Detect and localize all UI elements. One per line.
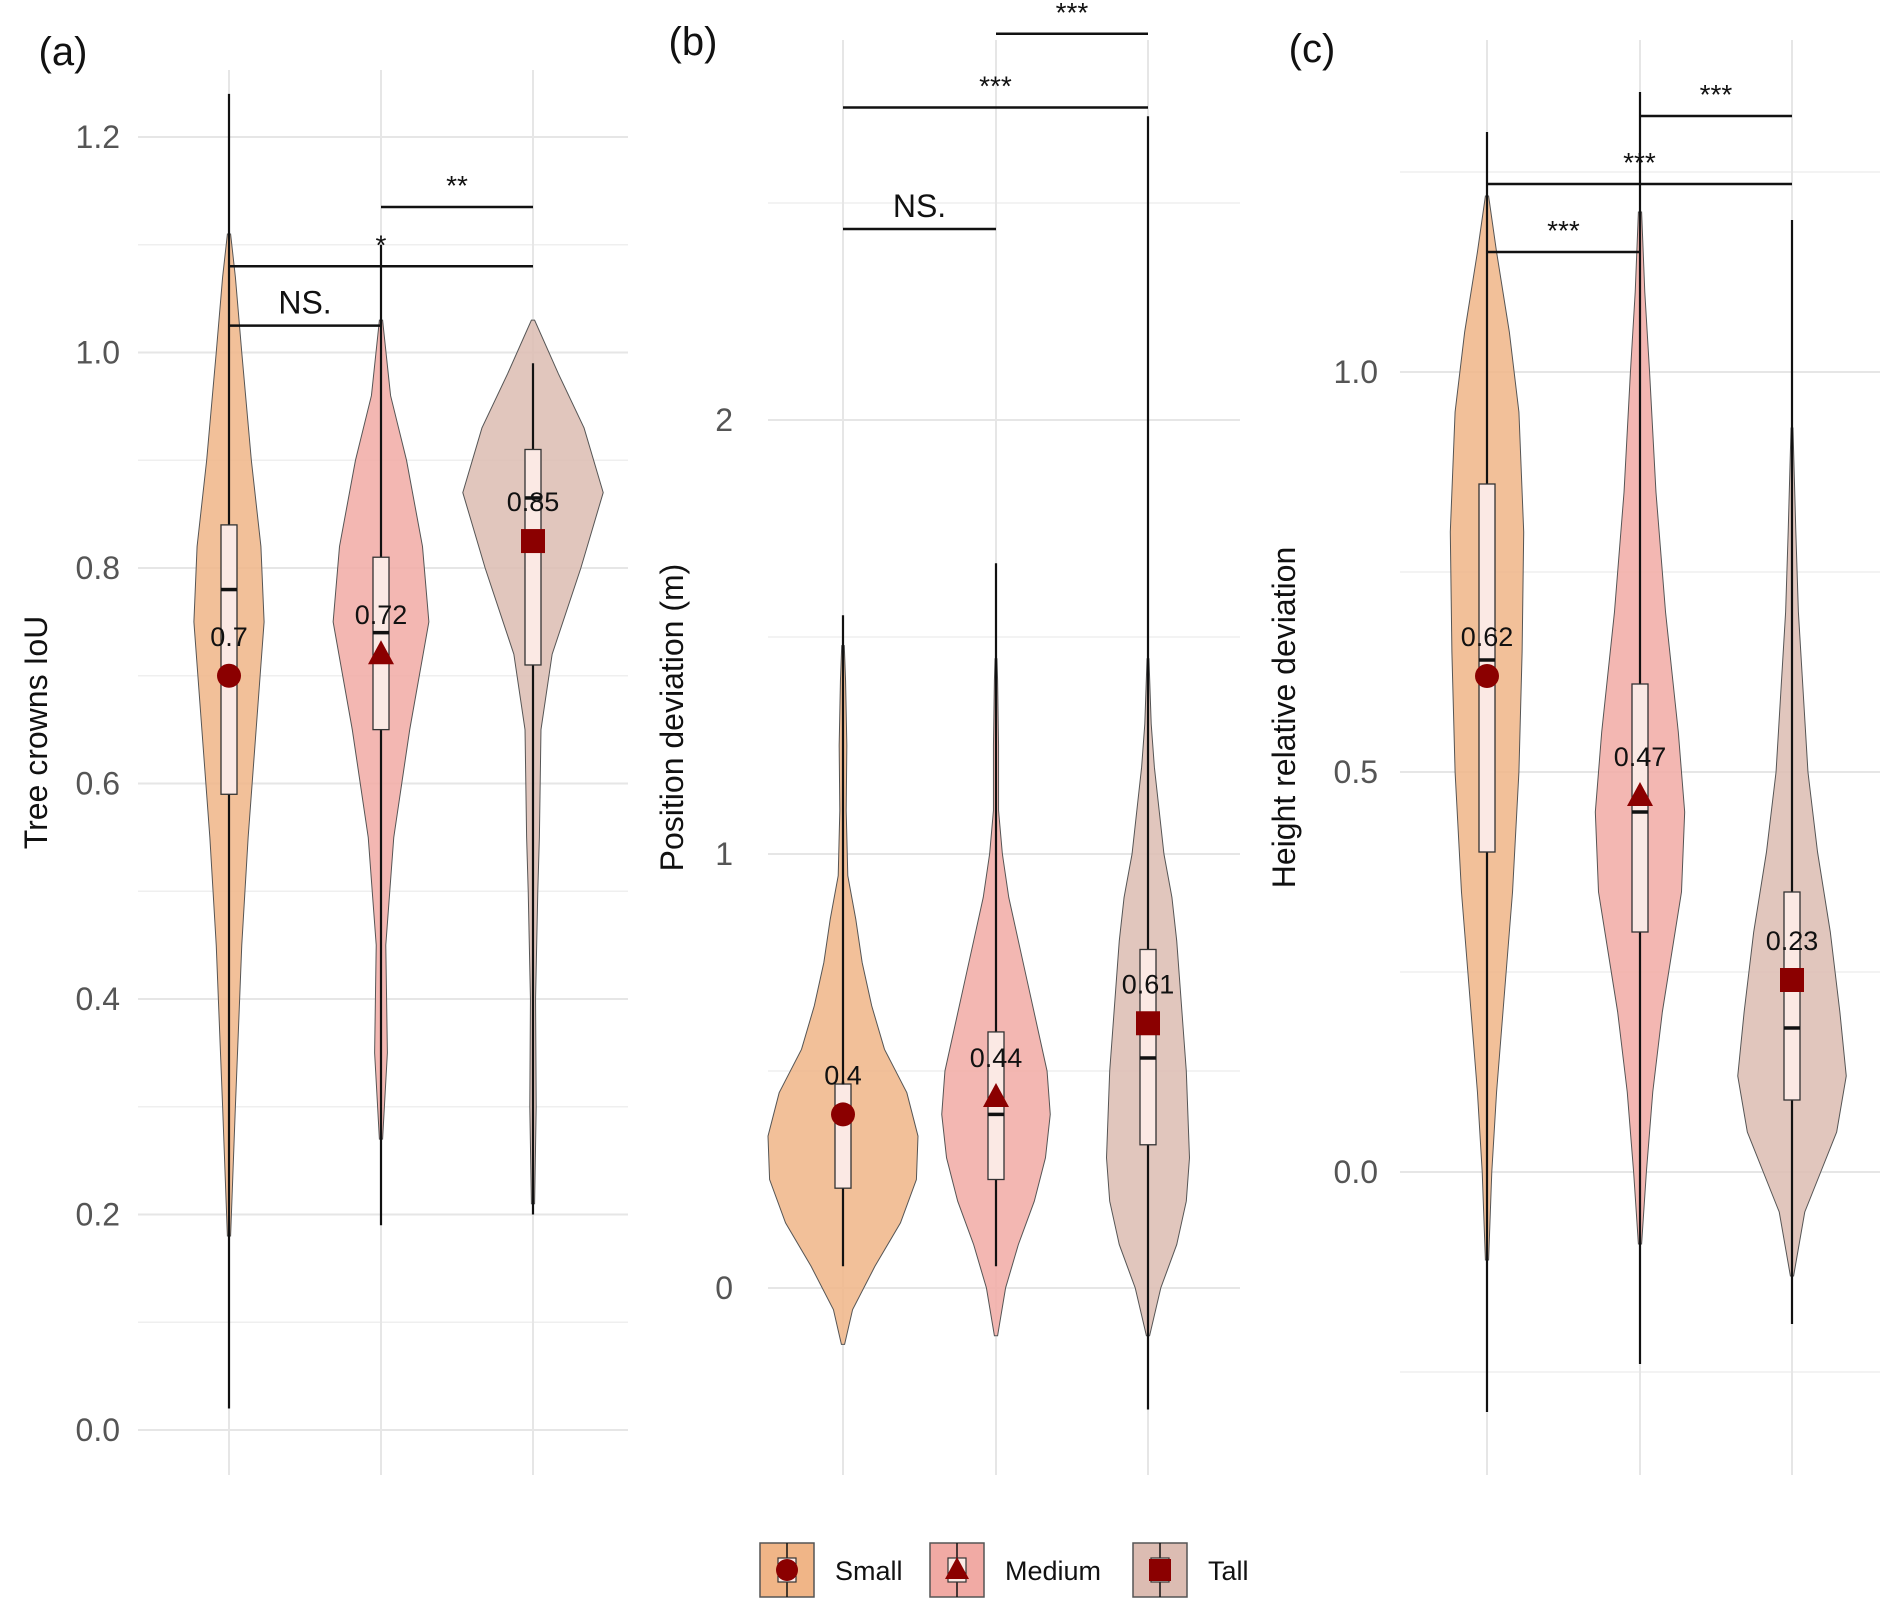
mean-value-label: 0.61 <box>1122 969 1175 999</box>
violin-group-small: 0.7 <box>193 93 265 1409</box>
y-tick-label: 1.0 <box>76 335 120 371</box>
mean-value-label: 0.44 <box>970 1043 1023 1073</box>
significance-label: *** <box>1700 79 1733 110</box>
mean-marker-triangle <box>983 1083 1009 1108</box>
significance-label: ** <box>446 170 468 201</box>
y-tick-label: 0.5 <box>1334 754 1378 790</box>
mean-marker-triangle <box>1627 782 1653 806</box>
violin-group-medium: 0.47 <box>1594 92 1686 1364</box>
legend-item-tall: Tall <box>1132 1542 1249 1598</box>
panels: 0.0 0.2 0.4 0.6 0.8 1.0 1.2 (a) Tree crowns IoU 0… <box>18 0 1880 1475</box>
box <box>1139 948 1157 1146</box>
y-tick-label: 2 <box>715 402 733 438</box>
violin-group-tall: 0.23 <box>1737 220 1847 1324</box>
legend-marker-triangle <box>945 1557 969 1579</box>
mean-value-label: 0.72 <box>355 600 408 630</box>
y-tick-label: 0.6 <box>76 766 120 802</box>
significance-label: *** <box>979 71 1012 102</box>
significance-bracket: *** <box>843 71 1148 109</box>
legend-label: Small <box>835 1556 903 1586</box>
significance-bracket: *** <box>1487 215 1640 254</box>
mean-marker-circle <box>831 1102 855 1127</box>
y-axis-label: Position deviation (m) <box>654 564 690 872</box>
legend-item-small: Small <box>759 1542 903 1598</box>
chart-panel-2: 0 1 2 (b) Position deviation (m) 0.4 0.44 0.61 N… <box>654 0 1240 1475</box>
mean-value-label: 0.47 <box>1614 742 1667 772</box>
chart-panel-3: 0.0 0.5 1.0 (c) Height relative deviation 0.6… <box>1266 27 1880 1475</box>
violin-group-medium: 0.72 <box>332 244 430 1226</box>
significance-label: NS. <box>278 285 331 321</box>
significance-bracket: NS. <box>229 285 381 327</box>
mean-value-label: 0.4 <box>824 1060 862 1090</box>
significance-bracket: ** <box>381 170 533 209</box>
y-tick-label: 0.0 <box>76 1412 120 1448</box>
mean-marker-square <box>521 529 545 554</box>
box <box>1783 891 1801 1101</box>
significance-bracket: * <box>229 229 533 268</box>
y-axis-label: Height relative deviation <box>1266 547 1302 889</box>
legend-marker-square <box>1149 1559 1171 1581</box>
violin-group-small: 0.62 <box>1449 132 1525 1412</box>
y-tick-label: 1.2 <box>76 119 120 155</box>
y-tick-label: 0.0 <box>1334 1154 1378 1190</box>
chart-panel-1: 0.0 0.2 0.4 0.6 0.8 1.0 1.2 (a) Tree crowns IoU 0… <box>18 30 628 1475</box>
box <box>220 524 238 795</box>
box <box>1631 683 1649 933</box>
mean-value-label: 0.85 <box>507 487 560 517</box>
panel-label: (b) <box>669 20 718 64</box>
mean-value-label: 0.7 <box>210 622 248 652</box>
box <box>524 448 542 666</box>
mean-marker-triangle <box>368 640 394 665</box>
violin-group-small: 0.4 <box>767 615 919 1345</box>
y-tick-label: 1 <box>715 836 733 872</box>
significance-label: * <box>376 229 387 260</box>
mean-marker-circle <box>1475 664 1499 688</box>
violin-group-tall: 0.85 <box>462 319 604 1215</box>
significance-bracket: *** <box>1640 79 1792 118</box>
legend-label: Medium <box>1005 1556 1101 1586</box>
panel-label: (c) <box>1289 27 1336 71</box>
significance-label: *** <box>1056 0 1089 28</box>
mean-marker-circle <box>217 663 241 688</box>
legend-marker-circle <box>776 1559 798 1581</box>
significance-bracket: *** <box>1487 147 1792 186</box>
y-axis-label: Tree crowns IoU <box>18 616 54 850</box>
significance-label: *** <box>1623 147 1656 178</box>
legend-label: Tall <box>1208 1556 1249 1586</box>
legend: Small Medium Tall <box>759 1542 1249 1598</box>
violin-group-tall: 0.61 <box>1106 116 1190 1410</box>
mean-marker-square <box>1780 968 1804 992</box>
y-tick-label: 1.0 <box>1334 354 1378 390</box>
mean-value-label: 0.23 <box>1766 926 1819 956</box>
significance-bracket: NS. <box>843 188 996 231</box>
mean-marker-square <box>1136 1011 1160 1036</box>
significance-bracket: *** <box>996 0 1148 35</box>
mean-value-label: 0.62 <box>1461 622 1514 652</box>
panel-label: (a) <box>39 30 88 74</box>
significance-label: NS. <box>893 188 946 224</box>
legend-item-medium: Medium <box>929 1542 1101 1598</box>
y-tick-label: 0 <box>715 1270 733 1306</box>
y-tick-label: 0.8 <box>76 550 120 586</box>
y-tick-label: 0.4 <box>76 981 120 1017</box>
box <box>834 1083 852 1189</box>
violin-group-medium: 0.44 <box>941 563 1051 1337</box>
y-tick-label: 0.2 <box>76 1197 120 1233</box>
significance-label: *** <box>1547 215 1580 246</box>
